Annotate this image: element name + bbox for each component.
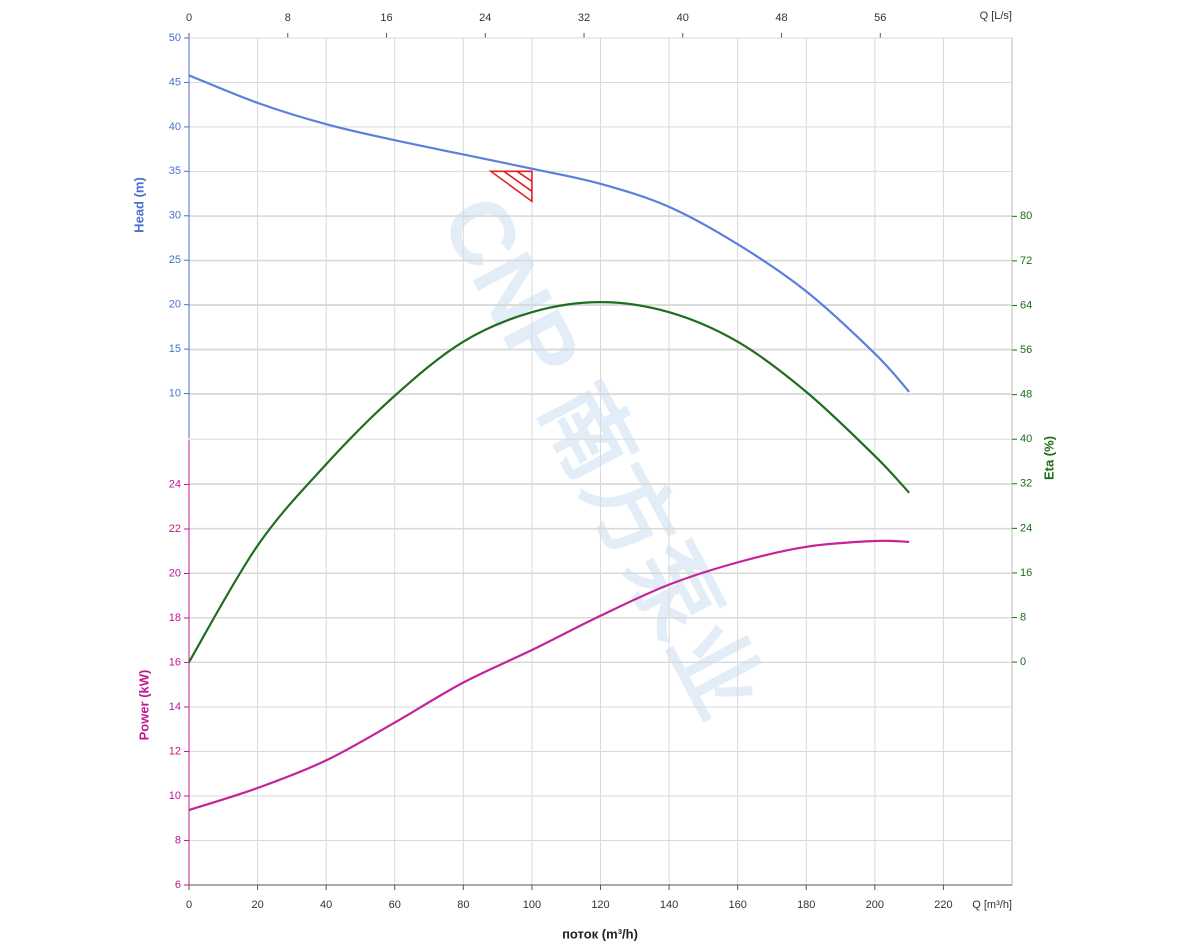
x-tick-label: 0: [186, 899, 192, 911]
x2-tick-label: 0: [186, 12, 192, 24]
y-tick-label: 30: [169, 210, 181, 222]
y-tick-label: 16: [1020, 567, 1032, 579]
y-tick-label: 20: [169, 567, 181, 579]
x-axis-title: поток (m³/h): [562, 926, 638, 941]
y-tick-label: 35: [169, 165, 181, 177]
y-tick-label: 64: [1020, 299, 1032, 311]
eta-axis-title: Eta (%): [1041, 436, 1056, 480]
y-tick-label: 20: [169, 299, 181, 311]
x2-tick-label: 48: [775, 12, 787, 24]
y-tick-label: 10: [169, 790, 181, 802]
y-tick-label: 25: [169, 254, 181, 266]
y-tick-label: 12: [169, 745, 181, 757]
x-tick-label: 120: [591, 899, 609, 911]
series-line: [188, 74, 910, 393]
y-tick-label: 80: [1020, 210, 1032, 222]
y-tick-label: 24: [1020, 522, 1032, 534]
duty-point: [488, 170, 533, 203]
x-tick-label: 100: [523, 899, 541, 911]
x-tick-label: 220: [934, 899, 952, 911]
head-axis-title: Head (m): [131, 177, 146, 233]
y-tick-label: 8: [175, 834, 181, 846]
x-unit-label: Q [m³/h]: [972, 899, 1012, 911]
x-tick-label: 180: [797, 899, 815, 911]
y-tick-label: 72: [1020, 255, 1032, 267]
x2-tick-label: 40: [677, 12, 689, 24]
y-tick-label: 16: [169, 656, 181, 668]
y-tick-label: 32: [1020, 478, 1032, 490]
x2-tick-label: 24: [479, 12, 491, 24]
x-tick-label: 60: [389, 899, 401, 911]
series-line: [188, 539, 910, 812]
y-tick-label: 0: [1020, 656, 1026, 668]
y-tick-label: 40: [1020, 433, 1032, 445]
y-tick-label: 10: [169, 387, 181, 399]
x-tick-label: 200: [866, 899, 884, 911]
x2-tick-label: 8: [285, 12, 291, 24]
x-tick-label: 160: [728, 899, 746, 911]
y-tick-label: 15: [169, 343, 181, 355]
y-tick-label: 24: [169, 478, 181, 490]
y-tick-label: 40: [169, 121, 181, 133]
y-tick-label: 48: [1020, 389, 1032, 401]
x2-tick-label: 56: [874, 12, 886, 24]
x-tick-label: 140: [660, 899, 678, 911]
y-tick-label: 14: [169, 701, 181, 713]
power-axis-title: Power (kW): [136, 670, 151, 741]
y-tick-label: 22: [169, 523, 181, 535]
y-tick-label: 18: [169, 612, 181, 624]
x-tick-label: 40: [320, 899, 332, 911]
x2-tick-label: 16: [380, 12, 392, 24]
series-line: [188, 301, 910, 663]
y-tick-label: 8: [1020, 611, 1026, 623]
x-tick-label: 80: [457, 899, 469, 911]
y-tick-label: 45: [169, 76, 181, 88]
y-tick-label: 56: [1020, 344, 1032, 356]
x2-tick-label: 32: [578, 12, 590, 24]
x-tick-label: 20: [251, 899, 263, 911]
x2-unit-label: Q [L/s]: [980, 10, 1012, 22]
y-tick-label: 6: [175, 879, 181, 891]
y-tick-label: 50: [169, 32, 181, 44]
